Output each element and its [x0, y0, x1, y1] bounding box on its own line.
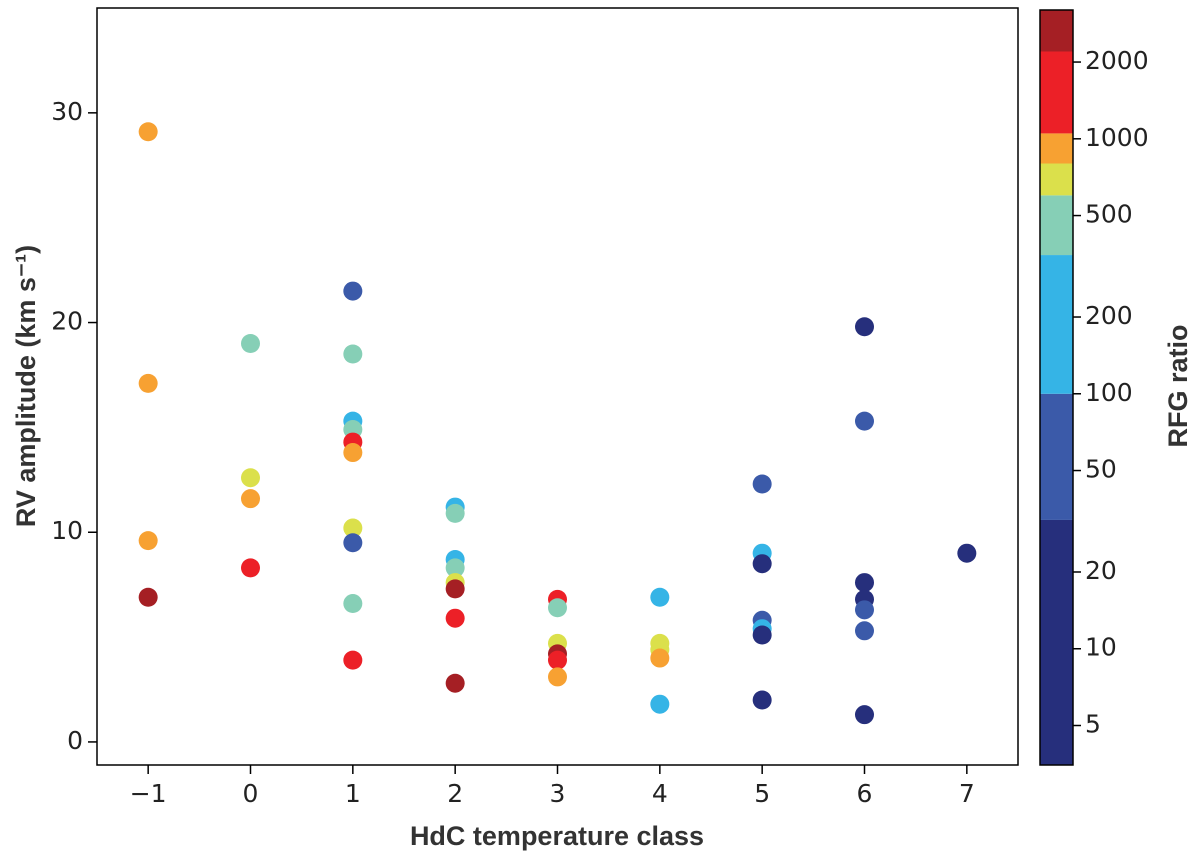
- point: [241, 489, 260, 509]
- y-axis-label: RV amplitude (km s⁻¹): [11, 245, 41, 527]
- colorbar-tick-label: 20: [1085, 556, 1117, 585]
- colorbar-tick-label: 100: [1085, 378, 1133, 407]
- point: [855, 600, 874, 620]
- point: [445, 608, 465, 628]
- colorbar-tick-label: 200: [1085, 301, 1133, 330]
- point: [241, 468, 260, 488]
- colorbar-tick-label: 10: [1085, 633, 1117, 662]
- x-tick-label: 6: [857, 779, 873, 808]
- point: [343, 281, 363, 301]
- point: [241, 334, 260, 354]
- point: [650, 587, 670, 607]
- colorbar-tick-label: 2000: [1085, 46, 1149, 75]
- y-tick-label: 10: [51, 516, 83, 545]
- point: [752, 474, 772, 494]
- x-axis-label: HdC temperature class: [410, 821, 704, 851]
- colorbar-tick-label: 500: [1085, 200, 1133, 229]
- point: [138, 122, 158, 142]
- y-tick-label: 30: [51, 97, 83, 126]
- point: [138, 373, 158, 393]
- point: [241, 558, 260, 578]
- colorbar-band: [1040, 393, 1073, 520]
- point: [752, 690, 772, 710]
- point: [343, 518, 363, 538]
- x-tick-label: 4: [652, 779, 668, 808]
- point: [343, 594, 363, 614]
- point: [855, 317, 874, 337]
- colorbar-tick-label: 5: [1085, 710, 1101, 739]
- x-tick-label: 3: [550, 779, 566, 808]
- x-tick-label: 5: [754, 779, 770, 808]
- colorbar-band: [1040, 195, 1073, 256]
- colorbar-label: RFG ratio: [1163, 324, 1193, 447]
- point: [445, 579, 465, 599]
- point: [548, 667, 567, 687]
- point: [855, 573, 874, 593]
- point: [445, 673, 465, 693]
- point: [445, 558, 465, 578]
- colorbar-band: [1040, 519, 1073, 765]
- point: [855, 411, 874, 431]
- point: [957, 543, 977, 563]
- x-tick-label: 1: [345, 779, 361, 808]
- point: [343, 443, 363, 463]
- point: [650, 694, 670, 714]
- colorbar-band: [1040, 51, 1073, 134]
- x-tick-label: 0: [243, 779, 259, 808]
- point: [548, 598, 567, 618]
- colorbar-tick-label: 1000: [1085, 123, 1149, 152]
- point: [752, 554, 772, 574]
- colorbar-tick-label: 50: [1085, 455, 1117, 484]
- point: [343, 533, 363, 553]
- point: [650, 648, 670, 668]
- colorbar-frame: [1039, 9, 1074, 766]
- colorbar-band: [1040, 10, 1073, 52]
- point: [548, 650, 567, 670]
- colorbar-band: [1040, 163, 1073, 196]
- colorbar-band: [1040, 255, 1073, 394]
- point: [343, 650, 363, 670]
- point: [343, 344, 363, 364]
- point: [445, 503, 465, 523]
- x-tick-label: −1: [130, 779, 167, 808]
- point: [138, 587, 158, 607]
- point: [855, 621, 874, 641]
- x-tick-label: 2: [447, 779, 463, 808]
- colorbar-band: [1040, 133, 1073, 164]
- y-tick-label: 20: [51, 307, 83, 336]
- point: [855, 705, 874, 725]
- x-tick-label: 7: [959, 779, 975, 808]
- point: [138, 531, 158, 551]
- y-tick-label: 0: [67, 726, 83, 755]
- plot-frame: [96, 7, 1019, 766]
- point: [752, 625, 772, 645]
